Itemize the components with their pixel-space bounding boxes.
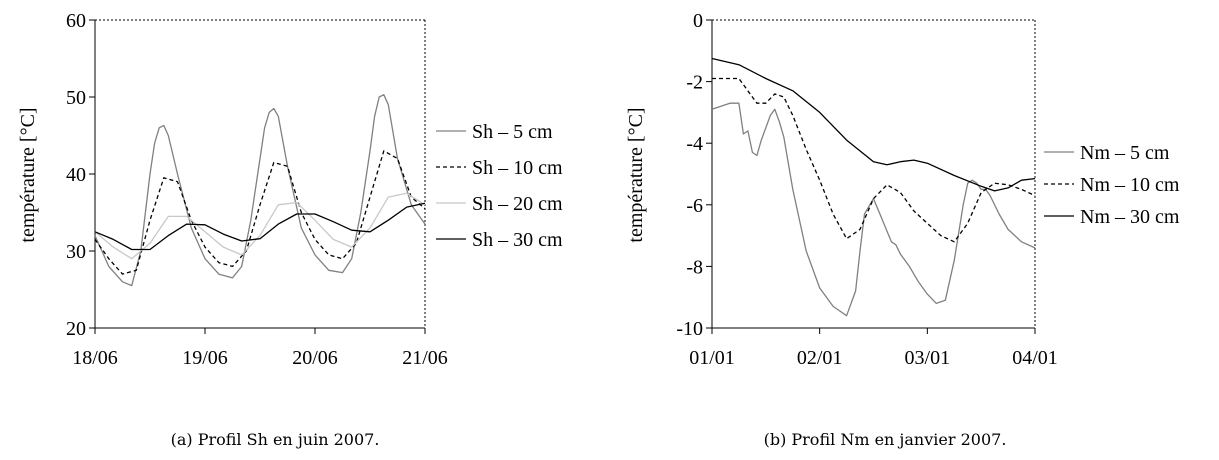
chart-b-series-line-2 [711,57,1036,192]
chart-a-xtick-label: 21/06 [402,347,448,369]
chart-b-ylabel: température [°C] [625,107,647,242]
chart-b-ytick-label: -6 [686,195,703,217]
chart-b-xtick-label: 04/01 [1012,347,1058,369]
chart-a-ytick-label: 50 [66,87,86,109]
chart-a-legend-label: Sh – 5 cm [472,121,553,143]
chart-b-series-line-1 [712,77,1036,243]
chart-b-series-line-0 [711,102,1036,317]
chart-a-legend-label: Sh – 10 cm [472,157,563,179]
chart-b-ytick-label: 0 [693,10,703,32]
chart-a: température [°C] 20 30 40 50 60 18/06 19/06 20… [17,10,563,449]
chart-b: température [°C] -10 -8 -6 -4 -2 0 01/01 02/01… [625,10,1180,449]
chart-a-ytick-label: 20 [66,318,86,340]
chart-b-caption: (b) Profil Nm en janvier 2007. [764,430,1007,449]
chart-b-ytick-label: -2 [686,72,703,94]
chart-b-ytick-label: -8 [686,256,703,278]
chart-a-caption: (a) Profil Sh en juin 2007. [171,430,380,449]
chart-a-ytick-label: 30 [66,241,86,263]
chart-a-ylabel: température [°C] [17,107,39,242]
chart-b-xtick-label: 03/01 [905,347,951,369]
chart-a-xtick-label: 20/06 [292,347,338,369]
chart-a-legend-label: Sh – 30 cm [472,229,563,251]
chart-b-legend-label: Nm – 10 cm [1080,174,1180,196]
chart-b-legend-label: Nm – 30 cm [1080,206,1180,228]
chart-b-xtick-label: 01/01 [689,347,735,369]
chart-b-legend-label: Nm – 5 cm [1080,142,1170,164]
chart-a-xtick-label: 19/06 [182,347,228,369]
chart-a-series-line-3 [94,202,426,251]
chart-b-ytick-label: -4 [686,133,703,155]
chart-a-xtick-label: 18/06 [72,347,118,369]
chart-a-series-line-2 [94,192,426,260]
chart-a-series-line-1 [94,150,426,275]
chart-a-ytick-label: 40 [66,164,86,186]
chart-b-xtick-label: 02/01 [797,347,843,369]
chart-b-ytick-label: -10 [676,318,703,340]
chart-a-legend-label: Sh – 20 cm [472,193,563,215]
chart-a-series-line-0 [94,94,426,287]
chart-a-ytick-label: 60 [66,10,86,32]
